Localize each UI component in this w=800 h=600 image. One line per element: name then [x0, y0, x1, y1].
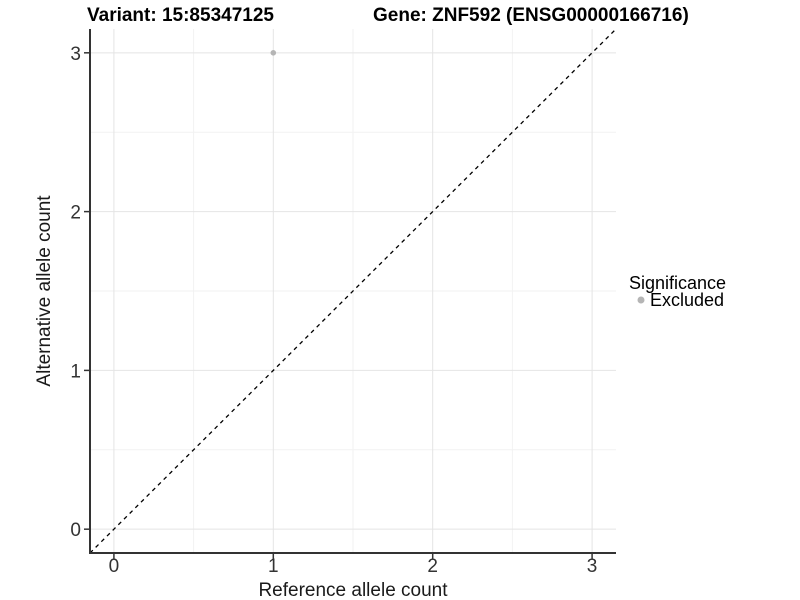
y-tick-label: 3: [70, 44, 81, 65]
axis-tick-labels: 0 1 2 3 0 1 2 3: [70, 44, 597, 577]
legend-item-excluded: Excluded: [650, 290, 724, 310]
x-axis-title: Reference allele count: [258, 580, 448, 600]
plot-title-gene: Gene: ZNF592 (ENSG00000166716): [373, 5, 689, 26]
x-tick-label: 0: [109, 556, 120, 577]
data-points: [270, 50, 277, 56]
y-tick-label: 1: [70, 361, 81, 382]
x-tick-label: 3: [587, 556, 598, 577]
identity-dashed-line: [89, 28, 617, 554]
y-axis-title: Alternative allele count: [34, 195, 55, 387]
axis-ticks: [84, 52, 593, 559]
legend: Significance Excluded: [629, 273, 726, 310]
plot-title-variant: Variant: 15:85347125: [87, 5, 274, 26]
legend-key-dot-icon: [637, 296, 645, 304]
major-gridlines: [90, 29, 616, 553]
y-tick-label: 0: [70, 520, 81, 541]
legend-title: Significance: [629, 273, 726, 293]
axis-lines: [89, 29, 616, 554]
y-tick-label: 2: [70, 203, 81, 224]
data-point: [270, 50, 277, 56]
x-tick-label: 2: [427, 556, 438, 577]
x-tick-label: 1: [268, 556, 279, 577]
